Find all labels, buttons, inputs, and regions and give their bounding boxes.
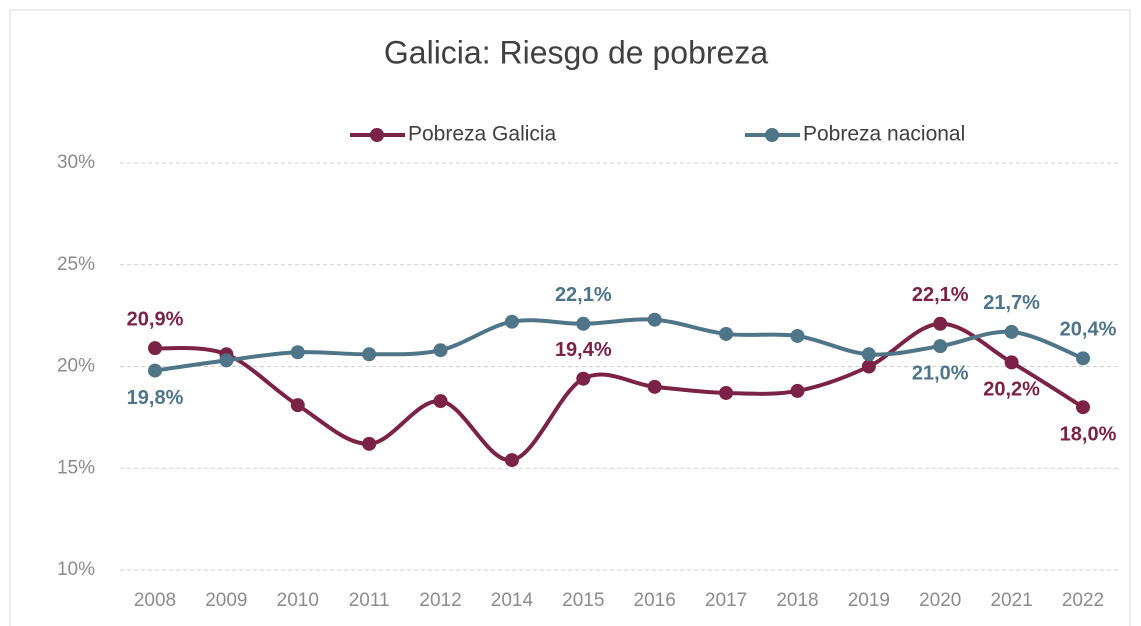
data-label: 19,8% [127,387,184,409]
data-label: 21,7% [983,292,1040,314]
data-point [719,326,734,341]
data-point [1004,355,1019,370]
legend-label: Pobreza nacional [803,123,965,146]
x-tick-label: 2021 [990,590,1032,611]
legend-label: Pobreza Galicia [408,123,557,146]
data-label: 20,2% [983,379,1040,401]
data-label: 20,4% [1060,319,1117,341]
data-point [790,383,805,398]
x-tick-label: 2009 [205,590,247,611]
data-point [861,359,876,374]
legend-marker [370,128,384,142]
x-tick-label: 2020 [919,590,961,611]
data-point [647,379,662,394]
x-tick-label: 2012 [419,590,461,611]
data-point [719,385,734,400]
data-point [1004,324,1019,339]
y-tick-label: 30% [57,152,95,173]
data-point [861,347,876,362]
data-label: 20,9% [127,308,184,330]
data-point [433,394,448,409]
data-point [148,341,162,356]
data-point [576,371,591,386]
data-label: 21,0% [912,362,969,384]
data-label: 19,4% [555,339,612,361]
data-point [933,316,948,331]
x-tick-label: 2008 [134,590,176,611]
data-point [1076,351,1090,366]
x-tick-label: 2015 [562,590,604,611]
data-point [290,398,305,413]
x-tick-label: 2010 [277,590,319,611]
y-tick-label: 25% [57,254,95,275]
data-point [219,353,234,368]
data-point [362,347,377,362]
data-point [290,345,305,360]
data-label: 18,0% [1060,423,1117,445]
data-point [576,316,591,331]
data-point [1076,400,1090,415]
y-tick-label: 20% [57,356,95,377]
data-point [148,363,162,378]
data-point [504,314,519,329]
data-point [362,436,377,451]
x-tick-label: 2016 [634,590,676,611]
data-point [933,339,948,354]
x-tick-label: 2011 [349,590,390,611]
y-tick-label: 15% [57,457,95,478]
legend-marker [765,128,779,142]
chart-title: Galicia: Riesgo de pobreza [384,34,768,70]
data-point [647,312,662,327]
x-tick-label: 2022 [1062,590,1104,611]
x-tick-label: 2019 [848,590,890,611]
data-point [790,328,805,343]
x-tick-label: 2017 [705,590,747,611]
y-tick-label: 10% [57,559,95,580]
data-point [504,453,519,468]
data-point [433,343,448,358]
data-label: 22,1% [555,284,612,306]
x-tick-label: 2014 [491,590,534,611]
x-tick-label: 2018 [776,590,818,611]
data-label: 22,1% [912,284,969,306]
